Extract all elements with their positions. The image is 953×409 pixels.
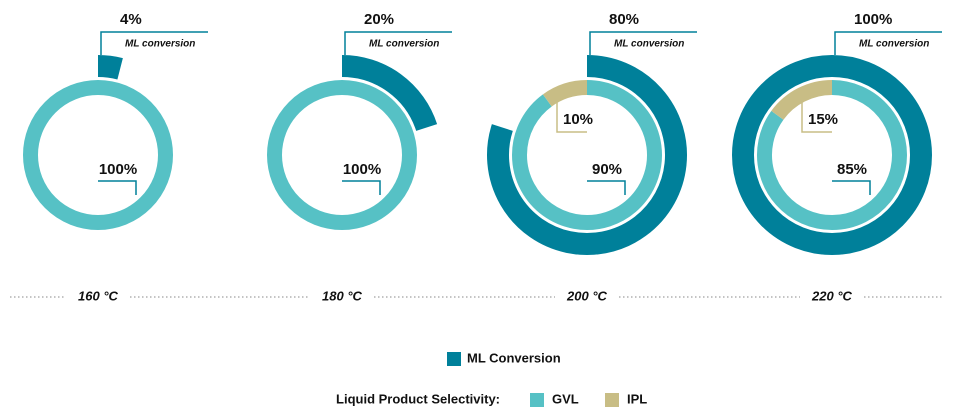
conversion-name: ML conversion [859, 39, 929, 50]
conversion-arc [341, 55, 438, 132]
selectivity-arc [512, 80, 662, 230]
legend-swatch [530, 393, 544, 407]
conversion-arc [732, 55, 932, 255]
legend-label: GVL [552, 391, 579, 406]
selectivity-arc [267, 80, 417, 230]
callout-line [801, 98, 832, 133]
callout-line [589, 31, 697, 55]
conversion-arc [487, 55, 687, 255]
callout-line [832, 180, 871, 195]
legend-swatch [605, 393, 619, 407]
selectivity-value: 90% [592, 161, 622, 178]
conversion-value: 100% [854, 11, 892, 28]
selectivity-value: 100% [343, 161, 381, 178]
temperature-label: 180 °C [322, 288, 363, 303]
selectivity-arc [757, 80, 907, 230]
conversion-name: ML conversion [614, 39, 684, 50]
callout-line [98, 180, 137, 195]
conversion-name: ML conversion [369, 39, 439, 50]
selectivity-arc [23, 80, 173, 230]
selectivity-arc [771, 80, 833, 120]
temperature-label: 200 °C [566, 288, 608, 303]
legend-label: IPL [627, 391, 647, 406]
temperature-label: 220 °C [811, 288, 853, 303]
callout-line [100, 31, 208, 55]
callout-line [587, 180, 626, 195]
legend-title: Liquid Product Selectivity: [336, 391, 500, 406]
conversion-value: 80% [609, 11, 639, 28]
conversion-value: 4% [120, 11, 142, 28]
conversion-name: ML conversion [125, 39, 195, 50]
conversion-arc [97, 55, 123, 80]
callout-line [556, 98, 587, 133]
legend-swatch [447, 352, 461, 366]
legend-label: ML Conversion [467, 350, 561, 365]
selectivity-value: 15% [808, 111, 838, 128]
selectivity-arc [542, 80, 588, 107]
selectivity-value: 100% [99, 161, 137, 178]
selectivity-value: 10% [563, 111, 593, 128]
temperature-label: 160 °C [78, 288, 119, 303]
callout-line [834, 31, 942, 55]
callout-line [344, 31, 452, 55]
selectivity-value: 85% [837, 161, 867, 178]
conversion-value: 20% [364, 11, 394, 28]
callout-line [342, 180, 381, 195]
